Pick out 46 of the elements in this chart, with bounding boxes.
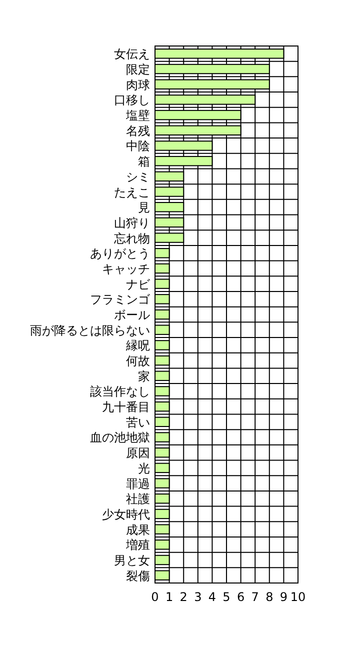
y-tick-label: 雨が降るとは限らない xyxy=(30,323,150,338)
x-tick-label: 9 xyxy=(280,590,288,604)
y-tick-label: 箱 xyxy=(138,154,150,169)
y-tick-label: 社護 xyxy=(126,492,150,506)
y-tick-label: 山狩り xyxy=(114,216,150,230)
y-tick-label: キャッチ xyxy=(102,262,150,276)
x-tick-label: 0 xyxy=(151,590,159,604)
y-tick-label: 罪過 xyxy=(126,476,150,491)
x-tick-label: 2 xyxy=(180,590,188,604)
y-tick-label: 該当作なし xyxy=(90,384,150,399)
y-tick-label: ボール xyxy=(114,308,150,322)
y-tick-label: シミ xyxy=(126,170,150,184)
y-tick-label: 見 xyxy=(138,200,150,215)
y-tick-label: 血の池地獄 xyxy=(90,430,150,445)
y-tick-label: 忘れ物 xyxy=(114,231,150,246)
x-tick-label: 10 xyxy=(290,590,306,604)
x-tick-label: 5 xyxy=(222,590,230,604)
y-tick-label: 光 xyxy=(138,461,150,476)
y-tick-label: たえこ xyxy=(114,185,150,200)
y-tick-label: 家 xyxy=(138,369,150,384)
y-tick-label: 苦い xyxy=(126,415,150,430)
y-tick-label: ありがとう xyxy=(90,246,150,261)
y-tick-label: 口移し xyxy=(114,93,150,108)
x-tick-label: 6 xyxy=(236,590,245,604)
y-tick-label: 成果 xyxy=(126,522,150,537)
y-tick-label: 何故 xyxy=(126,354,150,368)
y-tick-label: 限定 xyxy=(126,62,150,77)
y-tick-label: 中陰 xyxy=(126,139,150,154)
x-tick-label: 8 xyxy=(266,590,274,604)
y-tick-label: 名残 xyxy=(126,124,150,138)
y-tick-label: 増殖 xyxy=(125,538,150,552)
x-tick-label: 3 xyxy=(194,590,202,604)
y-tick-label: 九十番目 xyxy=(102,400,150,414)
y-tick-label: 女伝え xyxy=(114,47,150,62)
y-tick-label: 塩壁 xyxy=(125,108,150,123)
y-tick-label: 肉球 xyxy=(126,78,150,92)
x-tick-label: 4 xyxy=(208,590,216,604)
y-tick-label: ナビ xyxy=(126,277,151,292)
y-tick-label: 原因 xyxy=(126,446,150,460)
y-tick-label: 男と女 xyxy=(114,553,150,568)
y-tick-label: 裂傷 xyxy=(126,568,150,583)
y-tick-label: フラミンゴ xyxy=(90,292,151,307)
x-tick-label: 7 xyxy=(251,590,259,604)
y-tick-label: 少女時代 xyxy=(102,507,150,522)
x-tick-label: 1 xyxy=(165,590,174,604)
y-tick-label: 縁呪 xyxy=(125,338,150,353)
